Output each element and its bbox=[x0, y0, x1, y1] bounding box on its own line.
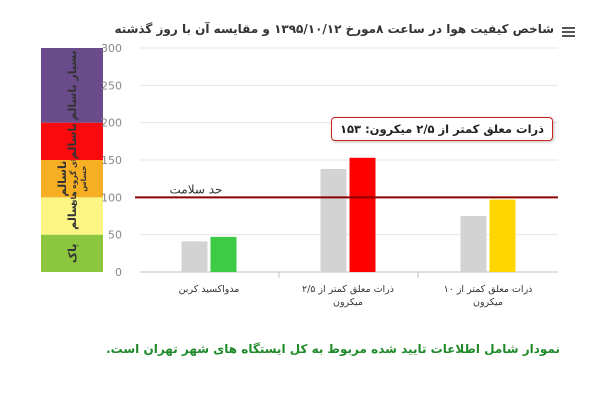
y-tick-label-0: 0 bbox=[115, 266, 122, 279]
chart-title: شاخص کیفیت هوا در ساعت ۸مورخ ۱۳۹۵/۱۰/۱۲ … bbox=[114, 22, 554, 36]
bar-s1-c1[interactable] bbox=[349, 157, 376, 272]
aqi-band-1 bbox=[41, 197, 103, 235]
y-tick-label-6: 300 bbox=[101, 42, 122, 55]
aqi-band-2 bbox=[41, 160, 103, 198]
aqi-band-4 bbox=[41, 48, 103, 123]
health-threshold-label: حد سلامت bbox=[170, 182, 223, 196]
hamburger-menu-icon[interactable] bbox=[562, 27, 575, 38]
aqi-band-label-0: پاک bbox=[66, 244, 79, 264]
x-category-label-0-0: مدواکسید کربن bbox=[179, 284, 240, 295]
bar-s1-c0[interactable] bbox=[210, 236, 237, 272]
y-tick-label-1: 50 bbox=[108, 229, 122, 242]
aqi-band-label-4: بسیار ناسالم bbox=[66, 50, 79, 120]
aqi-band-3 bbox=[41, 122, 103, 160]
aqi-band-label-2-2: حساس bbox=[79, 166, 88, 192]
aqi-band-label-1: سالم bbox=[66, 202, 79, 230]
bar-s0-c1[interactable] bbox=[320, 168, 347, 272]
y-tick-label-5: 250 bbox=[101, 79, 122, 92]
aqi-band-0 bbox=[41, 234, 103, 272]
chart-caption: نمودار شامل اطلاعات تایید شده مربوط به ک… bbox=[106, 342, 560, 356]
x-category-label-2-0: ذرات معلق کمتر از ۱۰ bbox=[444, 284, 533, 295]
y-tick-label-3: 150 bbox=[101, 154, 122, 167]
x-category-label-1-1: میکرون bbox=[333, 297, 363, 308]
bar-s1-c2[interactable] bbox=[489, 199, 516, 272]
chart-tooltip: ذرات معلق کمتر از ۲/۵ میکرون: ۱۵۳ bbox=[331, 117, 554, 141]
y-tick-label-2: 100 bbox=[101, 191, 122, 204]
x-category-label-1-0: ذرات معلق کمتر از ۲/۵ bbox=[302, 284, 394, 295]
bar-s0-c2[interactable] bbox=[460, 216, 487, 272]
x-category-label-2-1: میکرون bbox=[473, 297, 503, 308]
bar-s0-c0[interactable] bbox=[181, 241, 208, 272]
y-tick-label-4: 200 bbox=[101, 117, 122, 130]
aqi-band-label-2-1: برای گروه های bbox=[69, 151, 78, 206]
aqi-band-label-2-0: ناسالم bbox=[56, 161, 69, 197]
aqi-band-label-3: ناسالم bbox=[66, 123, 79, 159]
